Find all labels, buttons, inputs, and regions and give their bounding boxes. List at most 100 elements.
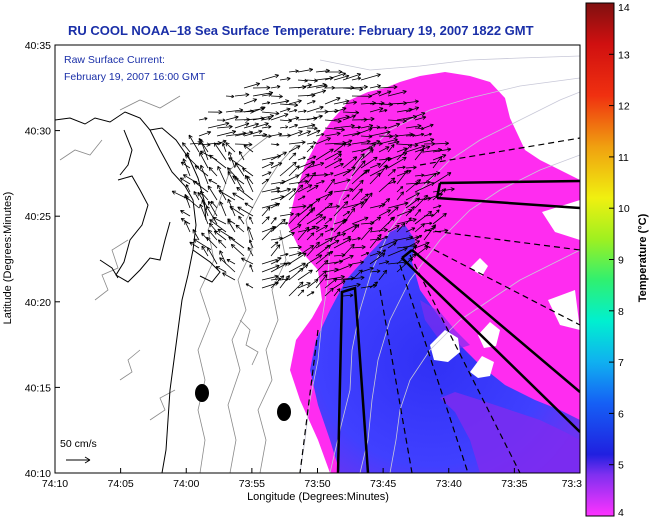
current-vector <box>209 219 227 233</box>
current-vector <box>315 132 325 137</box>
colorbar-tick-label: 6 <box>618 408 624 420</box>
current-vector <box>351 216 369 225</box>
current-vector <box>378 90 392 97</box>
colorbar-tick-label: 5 <box>618 460 624 472</box>
current-vector <box>238 150 245 161</box>
current-vector <box>288 245 302 250</box>
current-vector <box>279 188 297 201</box>
current-vector <box>297 83 312 89</box>
current-vector <box>207 247 218 265</box>
sst-mid-region-2 <box>420 300 470 350</box>
current-vector <box>208 222 218 233</box>
current-vector <box>270 99 290 105</box>
colorbar-tick-label: 4 <box>618 507 624 519</box>
current-vector <box>324 217 333 225</box>
current-vector <box>387 201 409 209</box>
current-vector <box>288 116 300 121</box>
current-vector <box>198 130 212 137</box>
current-vector <box>225 115 239 121</box>
current-vector <box>378 249 386 257</box>
current-vector <box>297 78 308 83</box>
current-vector <box>351 127 373 137</box>
current-vector <box>333 99 350 105</box>
current-vector <box>188 134 200 153</box>
current-vector <box>333 254 354 265</box>
current-vector <box>369 139 381 145</box>
current-vector <box>306 161 325 169</box>
current-vector <box>279 212 294 217</box>
current-vector <box>248 239 254 249</box>
current-vector <box>414 194 429 209</box>
current-vector <box>270 262 289 273</box>
current-vector <box>288 140 306 145</box>
current-vector <box>324 287 334 297</box>
current-vector <box>396 217 417 225</box>
current-vector <box>215 266 227 273</box>
colorbar-tick-label: 8 <box>618 306 624 318</box>
current-vector <box>360 73 381 81</box>
y-tick-label: 40:25 <box>25 211 51 223</box>
zone-outlines <box>336 179 580 473</box>
current-vector <box>423 132 433 137</box>
chart-title: RU COOL NOAA–18 Sea Surface Temperature:… <box>68 23 534 38</box>
x-tick-label: 73:45 <box>370 478 396 490</box>
current-vector <box>270 85 281 89</box>
current-vector <box>297 67 314 73</box>
current-vector <box>432 147 452 153</box>
current-vector <box>261 264 280 273</box>
current-vector <box>315 148 334 161</box>
current-vector <box>423 123 434 129</box>
x-tick-label: 73:3 <box>562 478 583 490</box>
current-vector <box>216 118 226 122</box>
current-vector <box>261 216 270 225</box>
nodata-patch-2 <box>478 322 500 348</box>
current-vector <box>378 84 398 90</box>
current-vector <box>288 108 298 113</box>
current-vector <box>423 221 433 226</box>
current-vector <box>247 226 254 241</box>
current-vector <box>288 184 304 201</box>
current-vector <box>208 179 218 185</box>
current-vector <box>232 192 245 201</box>
sst-mid-region <box>440 392 580 473</box>
current-vector <box>270 217 277 225</box>
current-vector <box>351 125 362 130</box>
current-vector <box>279 107 291 113</box>
current-vector <box>333 162 344 169</box>
y-tick-label: 40:20 <box>25 297 51 309</box>
current-vector <box>270 202 281 209</box>
current-vector <box>360 149 374 161</box>
current-vector <box>207 185 218 201</box>
current-vector <box>369 237 381 242</box>
current-vector <box>199 139 209 161</box>
current-vector <box>216 130 237 137</box>
current-vector <box>333 178 351 185</box>
current-vector <box>333 153 342 161</box>
current-vector <box>405 192 420 201</box>
current-vector <box>315 84 328 89</box>
current-vector <box>360 116 375 122</box>
current-vector <box>306 278 319 289</box>
x-axis-label: Longitude (Degrees:Minutes) <box>247 491 389 503</box>
current-vector <box>315 238 333 249</box>
current-vector <box>270 113 289 121</box>
current-vector <box>378 108 388 113</box>
current-vector <box>306 198 321 209</box>
current-vector <box>333 123 355 129</box>
current-vector <box>405 227 416 233</box>
current-vector <box>297 245 315 257</box>
current-vector <box>396 186 404 193</box>
current-vector <box>324 227 334 233</box>
current-vector <box>306 141 317 145</box>
current-vector <box>405 197 420 209</box>
current-vector <box>315 180 325 185</box>
current-vector <box>396 169 409 185</box>
current-vector <box>387 225 400 233</box>
nodata-patch-3 <box>470 356 494 378</box>
current-vector <box>249 216 254 225</box>
current-vector <box>333 263 353 273</box>
current-vector <box>219 201 227 217</box>
current-vector <box>228 236 245 249</box>
current-vector <box>360 227 373 241</box>
current-vector <box>342 110 360 115</box>
